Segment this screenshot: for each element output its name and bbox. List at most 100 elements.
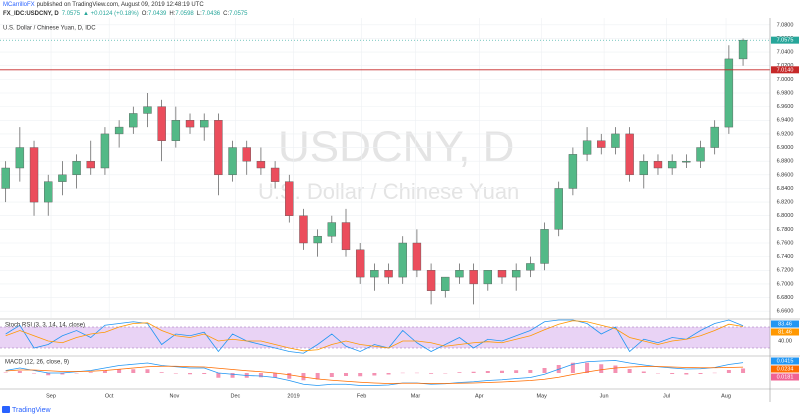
candle-body	[738, 39, 748, 60]
histogram-bar	[173, 373, 178, 374]
histogram-bar	[485, 371, 490, 373]
y-tick-label: 7.0000	[777, 77, 794, 83]
histogram-bar	[188, 373, 193, 375]
price-line-label: 7.0140	[777, 67, 794, 73]
candle-body	[597, 140, 606, 148]
histogram-bar	[287, 373, 292, 379]
x-tick-label: Jul	[663, 393, 670, 399]
y-tick-label: 6.8800	[777, 159, 794, 165]
histogram-bar	[457, 372, 462, 373]
series-line	[5, 320, 744, 352]
x-tick-label: Nov	[170, 393, 180, 399]
candle-body	[682, 160, 691, 163]
last: 7.0575	[62, 11, 81, 17]
candle-body	[100, 133, 110, 169]
c-key: C:	[223, 11, 229, 17]
series-line	[5, 319, 744, 354]
y-tick-label: 6.9800	[777, 90, 794, 96]
histogram-bar	[684, 373, 689, 375]
h-value: 7.0598	[175, 11, 194, 17]
histogram-bar	[117, 369, 122, 373]
x-tick-label: Apr	[475, 393, 484, 399]
value-label: 0.0415	[777, 358, 794, 364]
candle-body	[568, 154, 578, 189]
y-tick-label: 6.7800	[777, 227, 794, 233]
candle-body	[455, 270, 464, 278]
candle-body	[469, 270, 478, 285]
y-tick-label: 6.9600	[777, 104, 794, 110]
histogram-bar	[386, 373, 391, 375]
chart-title: U.S. Dollar / Chinese Yuan, D, IDC	[3, 26, 96, 32]
y-tick-label: 6.9000	[777, 145, 794, 151]
candle-body	[299, 215, 308, 244]
value-box	[771, 373, 799, 381]
histogram-bar	[570, 362, 575, 373]
x-tick-label: 2019	[287, 393, 299, 399]
histogram-bar	[542, 368, 547, 373]
last-price-box	[771, 36, 799, 44]
h-key: H:	[169, 11, 175, 17]
symbol: FX_IDC:USDCNY, D	[3, 11, 59, 17]
x-tick-label: Jun	[600, 393, 609, 399]
histogram-bar	[344, 373, 349, 376]
candle-body	[497, 270, 507, 278]
candle-body	[667, 160, 677, 169]
o-value: 7.0439	[148, 11, 167, 17]
candle-body	[724, 58, 734, 128]
histogram-bar	[258, 373, 263, 378]
l-key: L:	[197, 11, 202, 17]
candle-body	[412, 242, 422, 271]
candle-body	[58, 174, 67, 182]
y-tick-label: 6.8000	[777, 213, 794, 219]
histogram-bar	[585, 362, 590, 373]
y-tick-label: 6.7000	[777, 281, 794, 287]
series-line	[5, 360, 744, 386]
candle-body	[270, 167, 280, 182]
y-tick-label: 6.7400	[777, 254, 794, 260]
histogram-bar	[145, 369, 150, 373]
candle-body	[256, 160, 266, 169]
l-value: 7.0436	[202, 11, 221, 17]
candle-body	[540, 229, 549, 264]
histogram-bar	[627, 369, 632, 373]
value-label: 0.0234	[777, 366, 794, 372]
y-tick-label: 6.7600	[777, 240, 794, 246]
histogram-bar	[46, 373, 51, 376]
value-box	[771, 328, 799, 336]
histogram-bar	[670, 373, 675, 374]
value-label: 0.0181	[777, 374, 794, 380]
histogram-bar	[315, 373, 320, 380]
author[interactable]: MCarrilloFX	[3, 2, 35, 8]
x-tick-label: Sep	[46, 393, 56, 399]
candle-body	[44, 181, 53, 203]
y-tick-label: 7.0400	[777, 50, 794, 56]
y-tick-label: 6.8600	[777, 172, 794, 178]
histogram-bar	[429, 373, 434, 374]
candle-body	[611, 133, 620, 148]
histogram-bar	[17, 371, 22, 373]
candle-body	[526, 263, 535, 271]
candle-body	[313, 235, 322, 244]
histogram-bar	[216, 373, 221, 378]
candle-body	[143, 106, 152, 114]
brand[interactable]: TradingView	[12, 407, 51, 414]
candle-body	[114, 126, 124, 135]
candle-body	[214, 120, 223, 176]
histogram-bar	[613, 365, 618, 373]
change: ▲ +0.0124 (+0.18%)	[83, 11, 139, 17]
candle-body	[639, 160, 648, 176]
y-tick-label: 40.00	[778, 338, 792, 344]
x-tick-label: May	[536, 393, 547, 399]
candle-body	[199, 120, 209, 128]
histogram-bar	[329, 373, 334, 377]
histogram-bar	[741, 368, 746, 373]
stoch-title: Stoch RSI (3, 3, 14, 14, close)	[5, 323, 85, 329]
watermark-subtitle: U.S. Dollar / Chinese Yuan	[258, 179, 519, 204]
x-tick-label: Mar	[411, 393, 421, 399]
histogram-bar	[726, 370, 731, 373]
candle-body	[228, 147, 237, 176]
histogram-bar	[88, 372, 93, 373]
last-price-label: 7.0575	[777, 38, 794, 44]
candle-body	[384, 270, 393, 278]
